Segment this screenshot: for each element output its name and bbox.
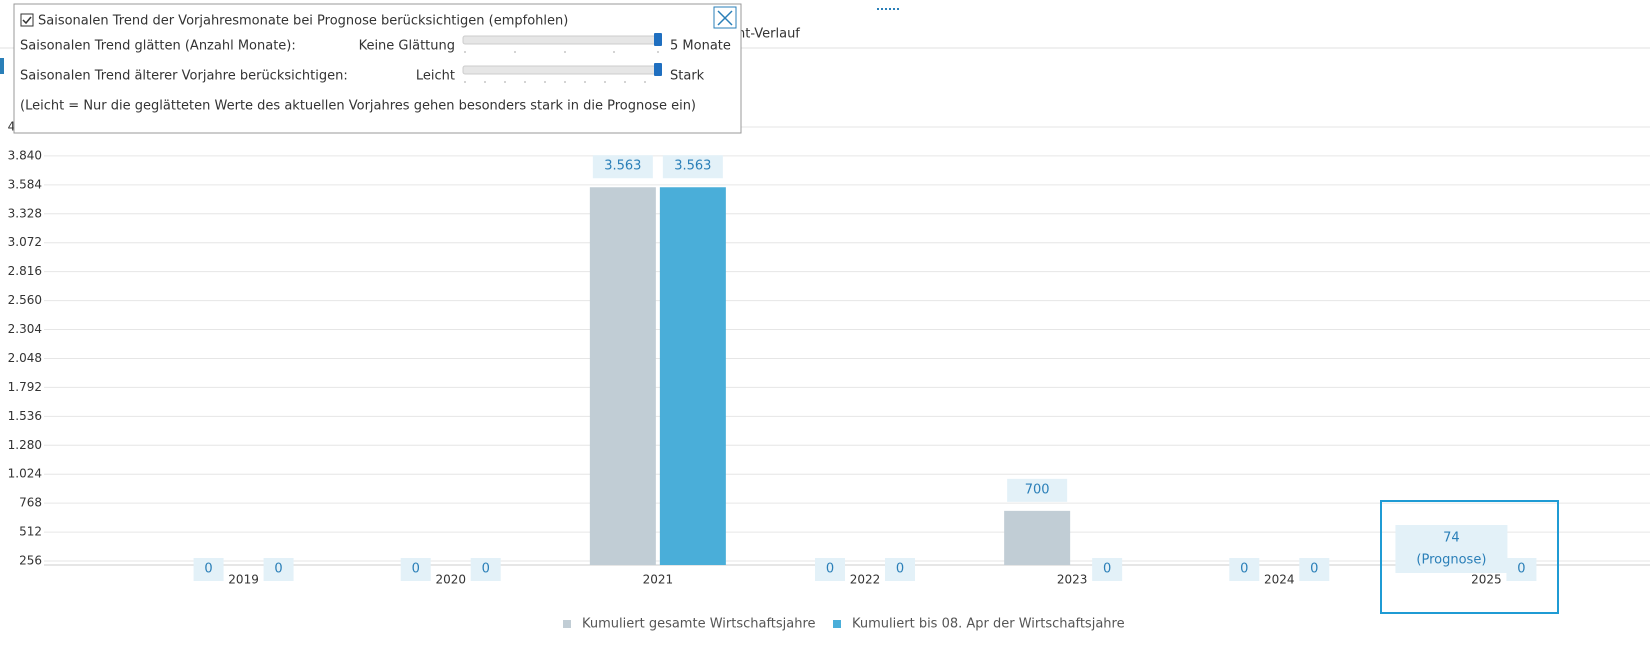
value-label-box: [263, 558, 294, 581]
slider-thumb[interactable]: [654, 33, 662, 46]
value-label: 0: [1310, 562, 1318, 577]
legend-swatch: [563, 620, 571, 628]
value-label-box: [1395, 525, 1508, 573]
bar: [659, 187, 726, 565]
row-label: Saisonalen Trend älterer Vorjahre berück…: [20, 69, 348, 84]
x-tick-label: 2020: [435, 573, 466, 587]
value-label-box: [1092, 558, 1123, 581]
value-label: 0: [1517, 562, 1525, 577]
y-tick-label: 3.584: [8, 177, 42, 191]
left-icon[interactable]: [0, 58, 4, 74]
value-label: 0: [482, 562, 490, 577]
slider[interactable]: [462, 63, 662, 83]
y-tick-label: 1.024: [8, 467, 42, 481]
selection-highlight: [1380, 500, 1559, 614]
y-tick-label: 3.840: [8, 148, 42, 162]
value-label: 74: [1443, 531, 1460, 546]
value-label: 0: [274, 562, 282, 577]
slider-ticks: [464, 51, 659, 53]
annotation: (Prognose): [1416, 553, 1486, 568]
value-label: 3.563: [674, 159, 711, 174]
chart: 256 512 768 1.024 1.280 1.536 1.792 2.048 2.304 2…: [8, 120, 1650, 632]
value-label-box: [815, 558, 845, 581]
legend-label: Kumuliert gesamte Wirtschaftsjahre: [582, 617, 816, 632]
bar: [1004, 510, 1071, 565]
y-tick-label: 2.816: [8, 264, 42, 278]
slider-right: Stark: [670, 69, 705, 84]
value-label: 0: [204, 562, 212, 577]
slider-ticks: [464, 81, 646, 83]
x-tick-label: 2022: [850, 573, 881, 587]
value-label-box: [193, 558, 224, 581]
y-tick-label: 512: [19, 525, 42, 539]
y-tick-label: 3.328: [8, 206, 42, 220]
y-tick-label: 1.536: [8, 409, 42, 423]
legend-swatch: [833, 620, 841, 628]
y-tick-label: 2.560: [8, 293, 42, 307]
value-label-box: [1506, 558, 1537, 581]
x-tick-label: 2021: [643, 573, 674, 587]
value-label-box: [662, 155, 723, 179]
tab-text[interactable]: nt-Verlauf: [737, 27, 800, 42]
bar: [589, 187, 656, 565]
checkbox[interactable]: [20, 13, 34, 27]
value-label: 0: [412, 562, 420, 577]
value-label-box: [592, 155, 653, 179]
slider-left: Leicht: [416, 69, 455, 84]
y-tick-label: 256: [19, 554, 42, 568]
checkmark: [22, 16, 32, 25]
value-label-box: [470, 558, 501, 581]
value-label: 0: [1240, 562, 1248, 577]
x-tick-label: 2019: [228, 573, 259, 587]
dialog-note: (Leicht = Nur die geglätteten Werte des …: [20, 99, 696, 114]
y-tick-label: 2.304: [8, 322, 42, 336]
value-label: 0: [1103, 562, 1111, 577]
value-label-box: [1007, 478, 1068, 502]
dialog: Saisonalen Trend der Vorjahresmonate bei…: [13, 3, 742, 134]
value-label-box: [400, 558, 431, 581]
slider[interactable]: [462, 33, 662, 53]
checkbox-label[interactable]: Saisonalen Trend der Vorjahresmonate bei…: [38, 14, 568, 29]
y-tick-label: 1.792: [8, 380, 42, 394]
legend-label: Kumuliert bis 08. Apr der Wirtschaftsjah…: [852, 617, 1125, 632]
y-tick-label: 2.048: [8, 351, 42, 365]
close-icon: [717, 10, 733, 26]
y-tick-label: 768: [19, 496, 42, 510]
slider-thumb[interactable]: [654, 63, 662, 76]
slider-track: [462, 65, 660, 75]
row-label: Saisonalen Trend glätten (Anzahl Monate)…: [20, 39, 296, 54]
value-label: 0: [896, 562, 904, 577]
value-label-box: [1229, 558, 1260, 581]
value-label: 700: [1025, 482, 1050, 497]
x-tick-label: 2023: [1057, 573, 1088, 587]
slider-right: 5 Monate: [670, 39, 731, 54]
x-tick-label: 2025: [1471, 573, 1502, 587]
value-label: 0: [826, 562, 834, 577]
slider-left: Keine Glättung: [359, 39, 455, 54]
value-label-box: [885, 558, 915, 581]
x-tick-label: 2024: [1264, 573, 1295, 587]
slider-track: [462, 35, 660, 45]
value-label-box: [1299, 558, 1330, 581]
y-tick-label: 1.280: [8, 438, 42, 452]
y-tick-label: 3.072: [8, 235, 42, 249]
value-label: 3.563: [604, 159, 641, 174]
